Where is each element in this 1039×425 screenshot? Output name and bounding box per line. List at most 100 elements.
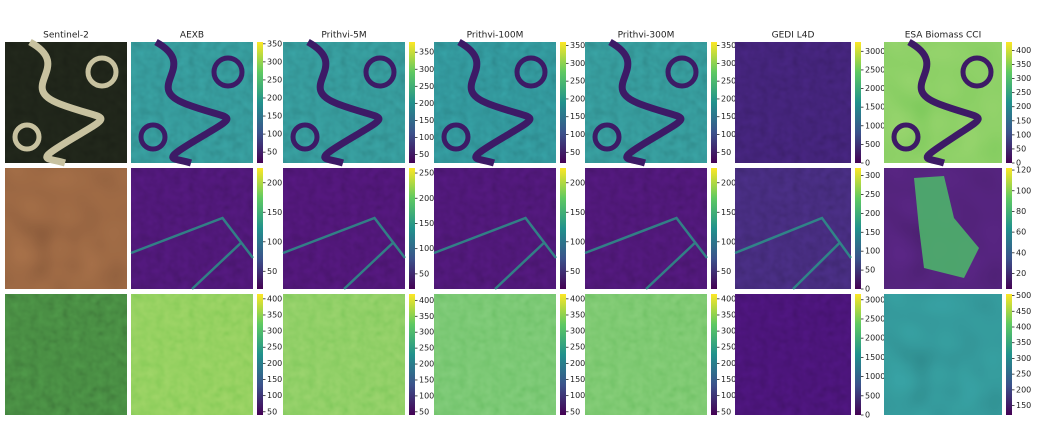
colorbar-tick-label: 1500 bbox=[865, 103, 885, 112]
colorbar-tick-label: 500 bbox=[865, 391, 880, 400]
map-image bbox=[884, 168, 1002, 289]
colorbar-tick-label: 50 bbox=[865, 266, 875, 275]
colorbar-tick-label: 200 bbox=[721, 178, 736, 187]
green-patch bbox=[914, 176, 979, 278]
image-texture bbox=[735, 42, 851, 163]
colorbar-tick-label: 200 bbox=[721, 359, 736, 368]
field-edge bbox=[282, 216, 406, 290]
colorbar-tick-label: 50 bbox=[570, 267, 580, 276]
colorbar-tick-label: 350 bbox=[721, 41, 736, 50]
map-image bbox=[735, 294, 851, 415]
colorbar-tick-label: 3000 bbox=[865, 295, 885, 304]
colorbar-tick-label: 150 bbox=[570, 208, 585, 217]
colorbar-tick-label: 300 bbox=[419, 328, 434, 337]
colorbar-tick-label: 300 bbox=[721, 59, 736, 68]
colorbar-tick-label: 350 bbox=[419, 48, 434, 57]
colorbar-tick-label: 3000 bbox=[865, 47, 885, 56]
map-image bbox=[585, 38, 707, 167]
map-image bbox=[735, 42, 851, 163]
colorbar-tick-label: 150 bbox=[419, 375, 434, 384]
colorbar-tick-label: 150 bbox=[721, 208, 736, 217]
river-loop bbox=[363, 55, 397, 89]
field-edge bbox=[433, 216, 557, 290]
colorbar bbox=[711, 294, 717, 415]
colorbar-tick-label: 20 bbox=[1016, 269, 1026, 278]
colorbar-tick-label: 150 bbox=[1016, 401, 1031, 410]
river-loop bbox=[960, 55, 994, 89]
colorbar-tick-label: 40 bbox=[1016, 248, 1026, 257]
map-image bbox=[5, 168, 127, 289]
colorbar-tick-label: 100 bbox=[1016, 130, 1031, 139]
colorbar-tick-label: 50 bbox=[721, 148, 731, 157]
colorbar bbox=[560, 168, 566, 289]
map-image bbox=[585, 294, 707, 415]
river-loop bbox=[665, 55, 699, 89]
colorbar-tick-label: 1500 bbox=[865, 353, 885, 362]
colorbar bbox=[1006, 42, 1012, 163]
map-image bbox=[433, 168, 557, 290]
colorbar-tick-label: 100 bbox=[865, 247, 880, 256]
colorbar-tick-label: 150 bbox=[865, 228, 880, 237]
colorbar-tick-label: 400 bbox=[267, 294, 282, 303]
column-title: Prithvi-100M bbox=[467, 31, 524, 41]
colorbar-tick-label: 100 bbox=[419, 244, 434, 253]
field-edge bbox=[130, 216, 254, 290]
river bbox=[28, 38, 105, 167]
colorbar-tick-label: 250 bbox=[419, 344, 434, 353]
map-image bbox=[434, 38, 556, 167]
river bbox=[608, 38, 685, 167]
colorbar-tick-label: 200 bbox=[570, 94, 585, 103]
colorbar-tick-label: 250 bbox=[570, 77, 585, 86]
colorbar-tick-label: 300 bbox=[267, 327, 282, 336]
colorbar-tick-label: 80 bbox=[1016, 207, 1026, 216]
colorbar bbox=[257, 42, 263, 163]
map-image bbox=[131, 38, 253, 167]
colorbar-tick-label: 120 bbox=[1016, 166, 1031, 175]
colorbar bbox=[855, 168, 861, 289]
colorbar-tick-label: 300 bbox=[570, 59, 585, 68]
colorbar-tick-label: 350 bbox=[570, 310, 585, 319]
image-texture bbox=[283, 294, 405, 415]
colorbar bbox=[855, 42, 861, 163]
colorbar-tick-label: 250 bbox=[721, 77, 736, 86]
column-title: Prithvi-5M bbox=[321, 31, 366, 41]
colorbar-tick-label: 50 bbox=[721, 407, 731, 416]
colorbar-tick-label: 50 bbox=[267, 148, 277, 157]
colorbar-tick-label: 100 bbox=[419, 391, 434, 400]
colorbar-tick-label: 2500 bbox=[865, 65, 885, 74]
colorbar-tick-label: 100 bbox=[570, 391, 585, 400]
colorbar-tick-label: 200 bbox=[570, 359, 585, 368]
colorbar bbox=[257, 294, 263, 415]
colorbar-tick-label: 500 bbox=[865, 140, 880, 149]
colorbar-tick-label: 250 bbox=[570, 343, 585, 352]
colorbar-tick-label: 350 bbox=[1016, 338, 1031, 347]
colorbar bbox=[409, 42, 415, 163]
river-loop bbox=[441, 122, 471, 152]
colorbar-tick-label: 50 bbox=[570, 148, 580, 157]
colorbar-tick-label: 350 bbox=[267, 39, 282, 48]
colorbar-tick-label: 400 bbox=[1016, 46, 1031, 55]
column-title: ESA Biomass CCI bbox=[905, 31, 982, 41]
colorbar-tick-label: 0 bbox=[865, 159, 870, 168]
colorbar-tick-label: 50 bbox=[419, 269, 429, 278]
colorbar-tick-label: 50 bbox=[721, 267, 731, 276]
river bbox=[154, 38, 231, 167]
colorbar-tick-label: 200 bbox=[865, 209, 880, 218]
column-title: AEXB bbox=[180, 31, 204, 41]
colorbar-tick-label: 150 bbox=[419, 116, 434, 125]
image-texture bbox=[131, 294, 253, 415]
colorbar-tick-label: 200 bbox=[570, 178, 585, 187]
river-loop bbox=[211, 55, 245, 89]
image-texture bbox=[5, 294, 127, 415]
colorbar-tick-label: 400 bbox=[419, 296, 434, 305]
image-texture bbox=[434, 294, 556, 415]
colorbar-tick-label: 350 bbox=[721, 310, 736, 319]
colorbar-tick-label: 2000 bbox=[865, 334, 885, 343]
colorbar-tick-label: 100 bbox=[267, 237, 282, 246]
colorbar bbox=[409, 294, 415, 415]
column-title: Sentinel-2 bbox=[43, 31, 89, 41]
colorbar-tick-label: 200 bbox=[419, 194, 434, 203]
colorbar-tick-label: 300 bbox=[1016, 354, 1031, 363]
colorbar-tick-label: 100 bbox=[721, 237, 736, 246]
